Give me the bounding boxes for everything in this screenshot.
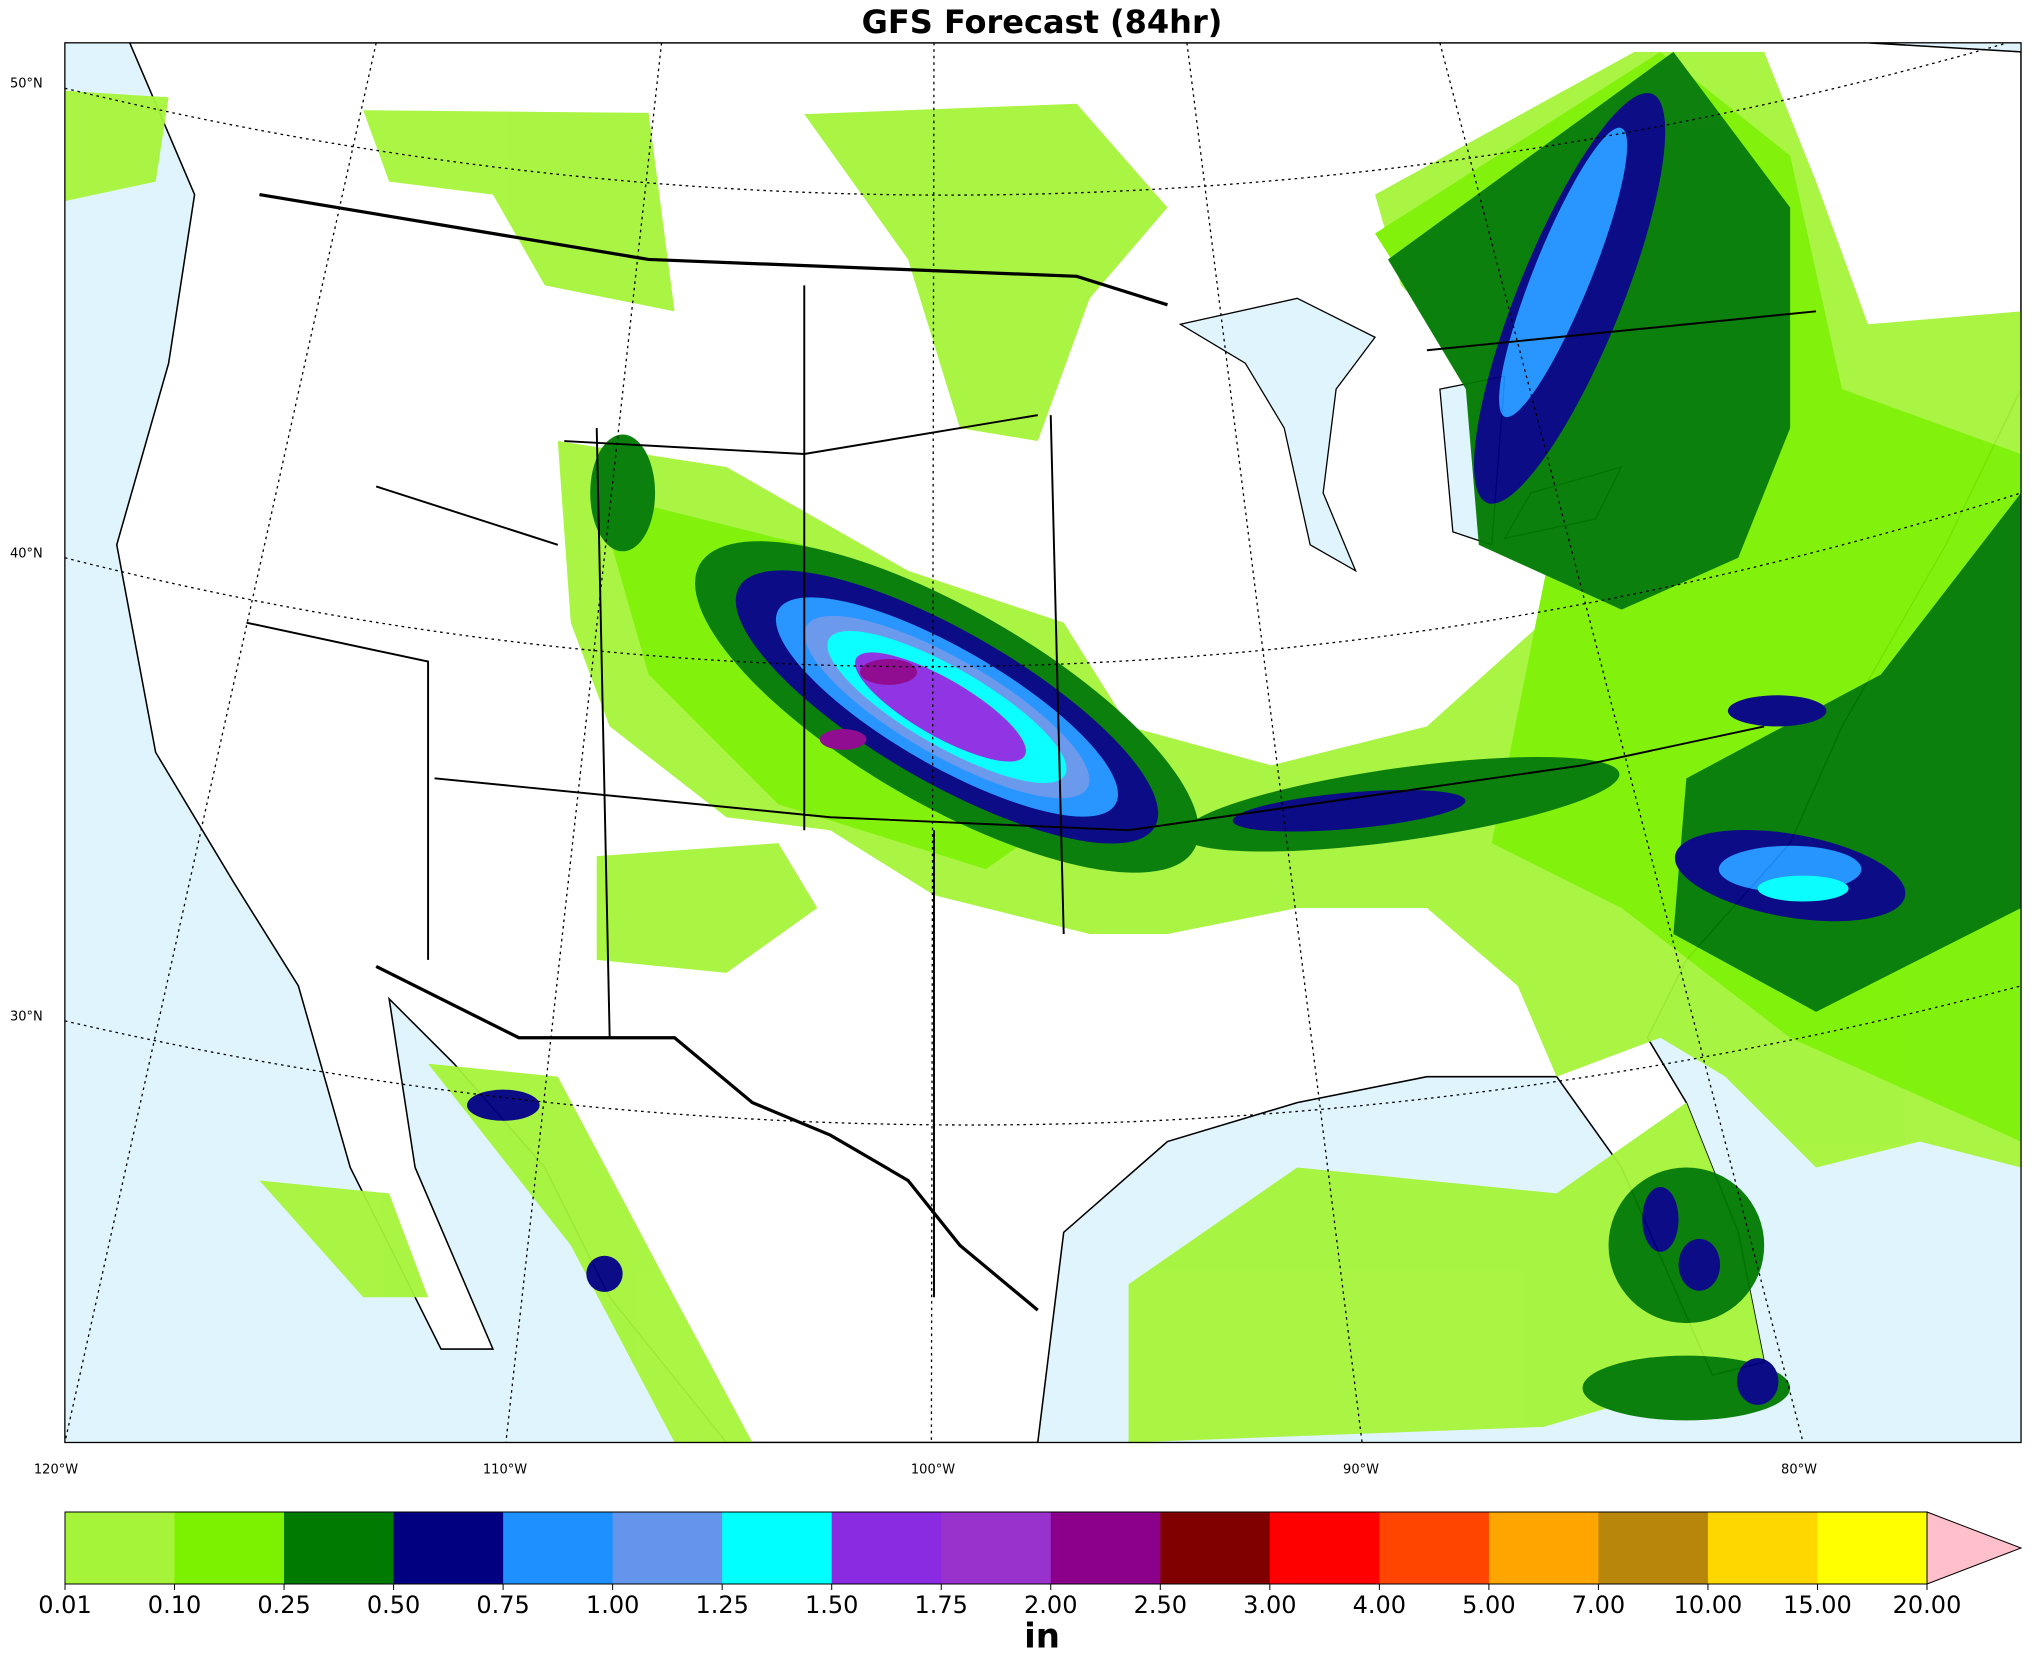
lon-label: 110°W (483, 1463, 527, 1478)
colorbar-segment (612, 1512, 723, 1584)
lat-label: 30°N (10, 1010, 43, 1025)
lon-label: 80°W (1781, 1463, 1817, 1478)
colorbar-segment (393, 1512, 504, 1584)
colorbar-tick-label: 15.00 (1783, 1591, 1852, 1619)
colorbar-segment (1707, 1512, 1818, 1584)
colorbar-tick-label: 2.50 (1134, 1591, 1187, 1619)
colorbar-extension (1926, 1511, 2023, 1585)
map (64, 42, 2022, 1444)
colorbar-segment (284, 1512, 395, 1584)
colorbar-frame (64, 1511, 1928, 1585)
colorbar-tick-label: 0.75 (476, 1591, 529, 1619)
lon-label: 120°W (34, 1463, 78, 1478)
colorbar-segment (503, 1512, 614, 1584)
colorbar-tick-label: 0.50 (367, 1591, 420, 1619)
colorbar-tick-label: 20.00 (1893, 1591, 1962, 1619)
colorbar-segment (65, 1512, 176, 1584)
colorbar-tick-label: 0.01 (38, 1591, 91, 1619)
precipitation (64, 51, 2022, 1443)
title: GFS Forecast (84hr) (862, 3, 1223, 41)
lat-label: 50°N (10, 77, 43, 92)
colorbar-tick-label: 2.00 (1024, 1591, 1077, 1619)
colorbar-segment (722, 1512, 833, 1584)
colorbar-tick-label: 1.50 (805, 1591, 858, 1619)
colorbar-tick-label: 1.25 (695, 1591, 748, 1619)
colorbar-tick-label: 4.00 (1353, 1591, 1406, 1619)
colorbar-segment (174, 1512, 285, 1584)
colorbar-unit: in (1024, 1617, 1060, 1657)
colorbar-segment (941, 1512, 1052, 1584)
colorbar-tick-label: 1.75 (915, 1591, 968, 1619)
colorbar-tick-label: 0.25 (257, 1591, 310, 1619)
colorbar-tick-label: 7.00 (1572, 1591, 1625, 1619)
colorbar-tick-label: 1.00 (586, 1591, 639, 1619)
colorbar-segment (1488, 1512, 1599, 1584)
borders (246, 192, 1817, 1312)
lon-label: 100°W (911, 1463, 955, 1478)
colorbar-segment (831, 1512, 942, 1584)
colorbar-segment (1379, 1512, 1490, 1584)
colorbar-tick-label: 10.00 (1674, 1591, 1743, 1619)
colorbar-segment (1160, 1512, 1271, 1584)
colorbar-segment (1817, 1512, 1928, 1584)
colorbar-segment (1269, 1512, 1380, 1584)
map-frame (64, 42, 2022, 1444)
lon-label: 90°W (1343, 1463, 1379, 1478)
colorbar-tick-label: 3.00 (1243, 1591, 1296, 1619)
colorbar-segment (1598, 1512, 1709, 1584)
lat-label: 40°N (10, 547, 43, 562)
graticule (64, 42, 2022, 1443)
colorbar-tick-label: 0.10 (148, 1591, 201, 1619)
colorbar-tick-label: 5.00 (1462, 1591, 1515, 1619)
colorbar-segment (1050, 1512, 1161, 1584)
